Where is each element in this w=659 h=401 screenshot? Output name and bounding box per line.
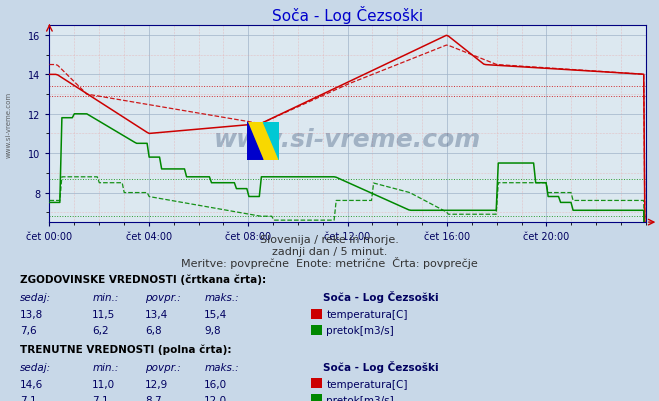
Text: maks.:: maks.: bbox=[204, 293, 239, 303]
Title: Soča - Log Čezsoški: Soča - Log Čezsoški bbox=[272, 6, 423, 24]
Text: Meritve: povprečne  Enote: metrične  Črta: povprečje: Meritve: povprečne Enote: metrične Črta:… bbox=[181, 257, 478, 269]
Text: sedaj:: sedaj: bbox=[20, 293, 51, 303]
Polygon shape bbox=[263, 122, 279, 160]
Text: www.si-vreme.com: www.si-vreme.com bbox=[5, 91, 11, 157]
Text: www.si-vreme.com: www.si-vreme.com bbox=[214, 128, 481, 152]
Text: min.:: min.: bbox=[92, 293, 119, 303]
Text: 12,9: 12,9 bbox=[145, 379, 168, 389]
Text: 9,8: 9,8 bbox=[204, 326, 221, 336]
Text: maks.:: maks.: bbox=[204, 362, 239, 372]
Text: pretok[m3/s]: pretok[m3/s] bbox=[326, 395, 394, 401]
Text: min.:: min.: bbox=[92, 362, 119, 372]
Text: 15,4: 15,4 bbox=[204, 310, 227, 320]
Text: Slovenija / reke in morje.: Slovenija / reke in morje. bbox=[260, 235, 399, 245]
Polygon shape bbox=[247, 122, 263, 160]
Text: 12,0: 12,0 bbox=[204, 395, 227, 401]
Text: 13,8: 13,8 bbox=[20, 310, 43, 320]
Text: 14,6: 14,6 bbox=[20, 379, 43, 389]
Text: temperatura[C]: temperatura[C] bbox=[326, 379, 408, 389]
Text: 7,6: 7,6 bbox=[20, 326, 36, 336]
Text: zadnji dan / 5 minut.: zadnji dan / 5 minut. bbox=[272, 247, 387, 257]
Text: ZGODOVINSKE VREDNOSTI (črtkana črta):: ZGODOVINSKE VREDNOSTI (črtkana črta): bbox=[20, 274, 266, 285]
Text: 6,2: 6,2 bbox=[92, 326, 109, 336]
Text: povpr.:: povpr.: bbox=[145, 293, 181, 303]
Text: 13,4: 13,4 bbox=[145, 310, 168, 320]
Text: 6,8: 6,8 bbox=[145, 326, 161, 336]
Text: sedaj:: sedaj: bbox=[20, 362, 51, 372]
Text: 7,1: 7,1 bbox=[92, 395, 109, 401]
Text: 11,5: 11,5 bbox=[92, 310, 115, 320]
Text: 7,1: 7,1 bbox=[20, 395, 36, 401]
Text: pretok[m3/s]: pretok[m3/s] bbox=[326, 326, 394, 336]
Text: 11,0: 11,0 bbox=[92, 379, 115, 389]
Text: povpr.:: povpr.: bbox=[145, 362, 181, 372]
Text: Soča - Log Čezsoški: Soča - Log Čezsoški bbox=[323, 291, 438, 303]
Text: Soča - Log Čezsoški: Soča - Log Čezsoški bbox=[323, 360, 438, 372]
Text: temperatura[C]: temperatura[C] bbox=[326, 310, 408, 320]
Text: TRENUTNE VREDNOSTI (polna črta):: TRENUTNE VREDNOSTI (polna črta): bbox=[20, 343, 231, 354]
Text: 8,7: 8,7 bbox=[145, 395, 161, 401]
Text: 16,0: 16,0 bbox=[204, 379, 227, 389]
